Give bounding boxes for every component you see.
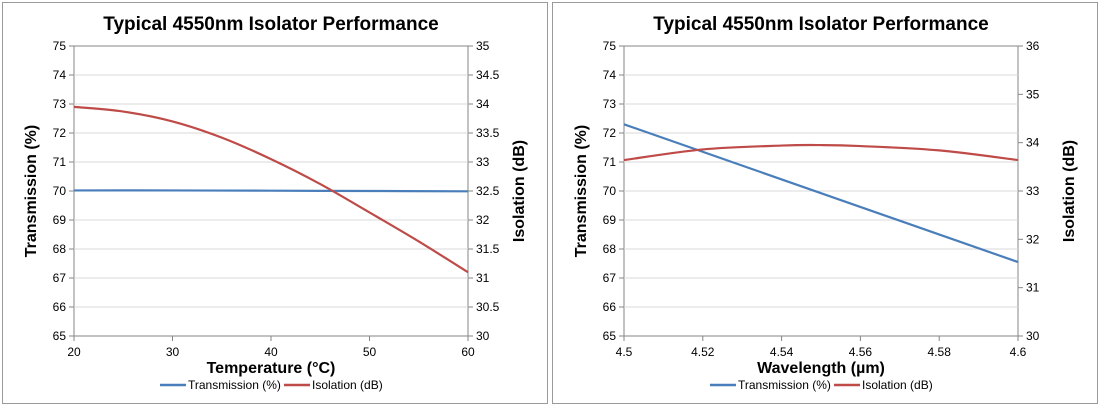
y2-tick-label: 35 bbox=[476, 39, 490, 53]
y2-tick-label: 31 bbox=[1026, 281, 1040, 295]
y2-tick-label: 31.5 bbox=[476, 242, 500, 256]
y-tick-label: 73 bbox=[53, 97, 67, 111]
x-axis-title: Wavelength (µm) bbox=[757, 360, 885, 377]
series-line-transmission bbox=[73, 189, 469, 193]
x-tick-label: 40 bbox=[264, 345, 278, 359]
x-tick-label: 20 bbox=[67, 345, 81, 359]
y-tick-label: 72 bbox=[603, 126, 617, 140]
legend-label-isolation: Isolation (dB) bbox=[862, 378, 933, 392]
y2-tick-label: 33 bbox=[1026, 184, 1040, 198]
y-tick-label: 70 bbox=[53, 184, 67, 198]
y-tick-label: 67 bbox=[53, 271, 67, 285]
y2-tick-label: 34 bbox=[476, 97, 490, 111]
y2-tick-label: 36 bbox=[1026, 39, 1040, 53]
y-tick-label: 71 bbox=[603, 155, 617, 169]
y2-tick-label: 30.5 bbox=[476, 300, 500, 314]
x-tick-label: 30 bbox=[166, 345, 180, 359]
chart-panel-wavelength: Typical 4550nm Isolator Performance 65 66 6… bbox=[552, 2, 1098, 404]
x-tick-label: 4.5 bbox=[616, 345, 633, 359]
x-axis-title: Temperature (°C) bbox=[207, 360, 336, 377]
y2-tick-label: 32 bbox=[1026, 232, 1040, 246]
x-tick-label: 50 bbox=[363, 345, 377, 359]
y2-axis-title: Isolation (dB) bbox=[511, 140, 528, 242]
series-line-isolation bbox=[73, 105, 469, 274]
y-tick-label: 66 bbox=[603, 300, 617, 314]
legend-label-transmission: Transmission (%) bbox=[188, 378, 281, 392]
y-tick-label: 70 bbox=[603, 184, 617, 198]
y-tick-label: 69 bbox=[603, 213, 617, 227]
y-tick-label: 65 bbox=[53, 329, 67, 343]
y-axis-title: Transmission (%) bbox=[23, 125, 40, 257]
legend-label-transmission: Transmission (%) bbox=[738, 378, 831, 392]
y2-tick-label: 34.5 bbox=[476, 68, 500, 82]
chart-panel-temperature: Typical 4550nm Isolator Performance 65 66 6… bbox=[2, 2, 548, 404]
y2-tick-label: 33 bbox=[476, 155, 490, 169]
y2-axis-title: Isolation (dB) bbox=[1061, 140, 1078, 242]
y-axis-title: Transmission (%) bbox=[573, 125, 590, 257]
y-tick-label: 66 bbox=[53, 300, 67, 314]
y2-tick-label: 35 bbox=[1026, 87, 1040, 101]
y2-tick-label: 30 bbox=[476, 329, 490, 343]
chart-temperature: Typical 4550nm Isolator Performance 65 66 6… bbox=[23, 14, 528, 392]
y-tick-label: 75 bbox=[53, 39, 67, 53]
y-tick-label: 73 bbox=[603, 97, 617, 111]
y-tick-label: 72 bbox=[53, 126, 67, 140]
y2-tick-label: 30 bbox=[1026, 329, 1040, 343]
y2-tick-label: 33.5 bbox=[476, 126, 500, 140]
series-line-isolation bbox=[623, 143, 1019, 162]
x-tick-label: 4.6 bbox=[1010, 345, 1027, 359]
y-tick-label: 65 bbox=[603, 329, 617, 343]
chart-title: Typical 4550nm Isolator Performance bbox=[653, 14, 988, 35]
y-tick-label: 74 bbox=[603, 68, 617, 82]
x-tick-label: 4.52 bbox=[691, 345, 715, 359]
y-tick-label: 74 bbox=[53, 68, 67, 82]
y-tick-label: 67 bbox=[603, 271, 617, 285]
y2-tick-label: 31 bbox=[476, 271, 490, 285]
legend-label-isolation: Isolation (dB) bbox=[312, 378, 383, 392]
chart-wavelength: Typical 4550nm Isolator Performance 65 66 6… bbox=[573, 14, 1078, 392]
y2-tick-label: 32.5 bbox=[476, 184, 500, 198]
x-tick-label: 60 bbox=[461, 345, 475, 359]
y2-tick-label: 32 bbox=[476, 213, 490, 227]
y2-tick-label: 34 bbox=[1026, 136, 1040, 150]
x-tick-label: 4.58 bbox=[928, 345, 952, 359]
y-tick-label: 68 bbox=[603, 242, 617, 256]
y-tick-label: 68 bbox=[53, 242, 67, 256]
y-tick-label: 75 bbox=[603, 39, 617, 53]
y-tick-label: 71 bbox=[53, 155, 67, 169]
chart-title: Typical 4550nm Isolator Performance bbox=[103, 14, 438, 35]
series-line-transmission bbox=[623, 123, 1019, 264]
x-tick-label: 4.56 bbox=[849, 345, 873, 359]
x-tick-label: 4.54 bbox=[770, 345, 794, 359]
y-tick-label: 69 bbox=[53, 213, 67, 227]
